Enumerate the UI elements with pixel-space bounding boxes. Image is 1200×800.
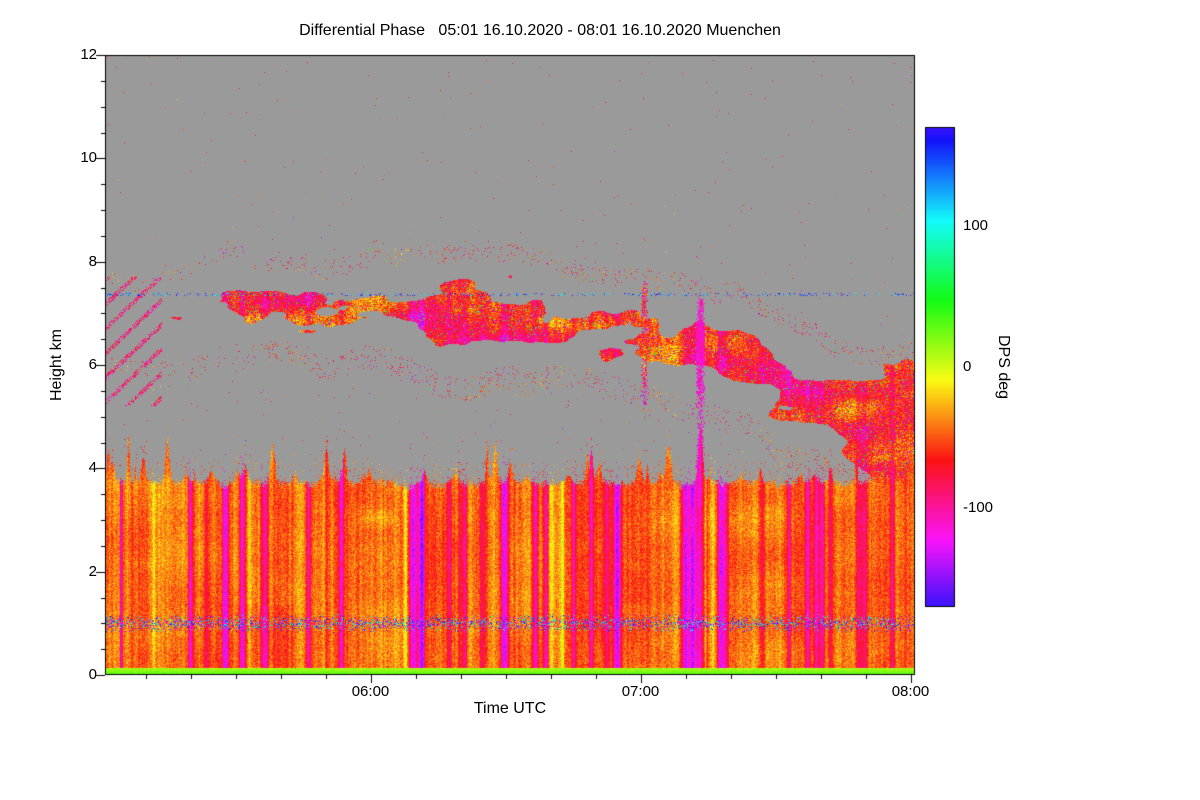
differential-phase-figure: Differential Phase 05:01 16.10.2020 - 08…	[0, 0, 1200, 800]
heatmap-plot-canvas	[0, 0, 1200, 800]
